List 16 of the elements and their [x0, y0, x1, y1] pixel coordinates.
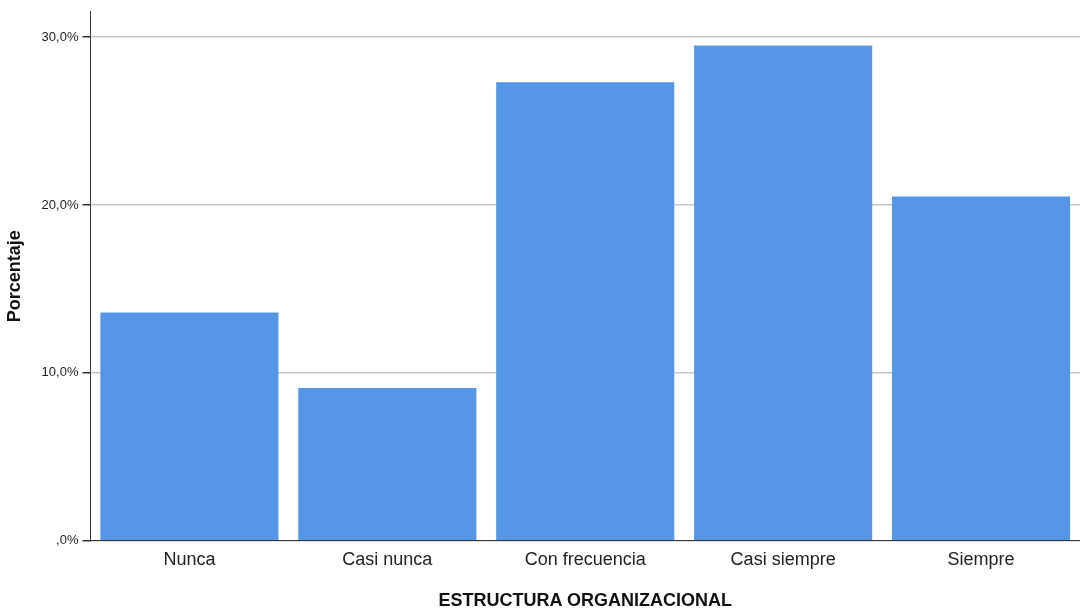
y-tick-label: ,0% — [56, 532, 79, 548]
bar — [298, 387, 477, 541]
bar — [694, 45, 873, 541]
y-tick-label: 30,0% — [41, 28, 79, 44]
x-tick-label: Siempre — [947, 548, 1015, 569]
x-tick-label: Con frecuencia — [524, 548, 647, 569]
x-tick-label: Nunca — [163, 548, 217, 569]
bar — [496, 82, 675, 541]
x-axis-title: ESTRUCTURA ORGANIZACIONAL — [438, 590, 732, 611]
y-tick-label: 20,0% — [41, 196, 79, 212]
bar — [891, 196, 1071, 541]
x-tick-label: Casi nunca — [342, 548, 434, 569]
bar — [100, 312, 279, 541]
x-tick-label: Casi siempre — [730, 548, 836, 569]
y-axis-title: Porcentaje — [3, 230, 24, 323]
y-tick-label: 10,0% — [41, 364, 79, 380]
